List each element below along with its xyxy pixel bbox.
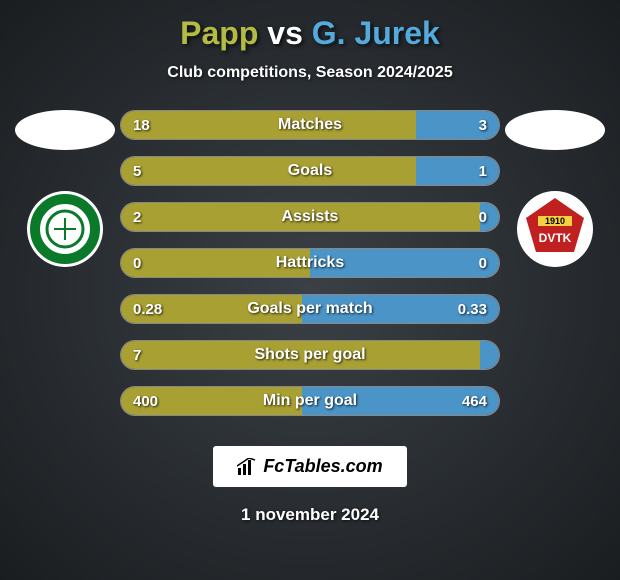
stat-row: 0.280.33Goals per match [120,294,500,324]
player1-name: Papp [180,15,258,51]
club2-badge-icon: 1910 DVTK [516,190,594,268]
vs-text: vs [267,15,303,51]
stat-row: 400464Min per goal [120,386,500,416]
stat-row: 00Hattricks [120,248,500,278]
stat-row: 7Shots per goal [120,340,500,370]
player2-silhouette-icon [505,110,605,150]
stat-label: Min per goal [121,392,499,410]
stat-label: Assists [121,208,499,226]
stat-row: 20Assists [120,202,500,232]
stat-label: Matches [121,116,499,134]
main-row: 183Matches 51Goals 20Assists 00Hattricks 0.2… [0,110,620,416]
date-text: 1 november 2024 [241,505,379,525]
site-name: FcTables.com [263,456,382,477]
chart-icon [237,458,257,476]
stat-row: 51Goals [120,156,500,186]
comparison-card: Papp vs G. Jurek Club competitions, Seas… [0,0,620,580]
right-side: 1910 DVTK [500,110,610,268]
stat-label: Hattricks [121,254,499,272]
club2-year: 1910 [545,216,565,226]
title: Papp vs G. Jurek [180,15,440,52]
stat-label: Goals per match [121,300,499,318]
stat-row: 183Matches [120,110,500,140]
stats-panel: 183Matches 51Goals 20Assists 00Hattricks 0.2… [120,110,500,416]
player1-silhouette-icon [15,110,115,150]
stat-label: Goals [121,162,499,180]
subtitle: Club competitions, Season 2024/2025 [167,64,452,82]
site-logo[interactable]: FcTables.com [213,446,406,487]
player2-name: G. Jurek [312,15,440,51]
stat-label: Shots per goal [121,346,499,364]
left-side [10,110,120,268]
club2-name: DVTK [539,231,572,245]
club1-badge-icon [26,190,104,268]
